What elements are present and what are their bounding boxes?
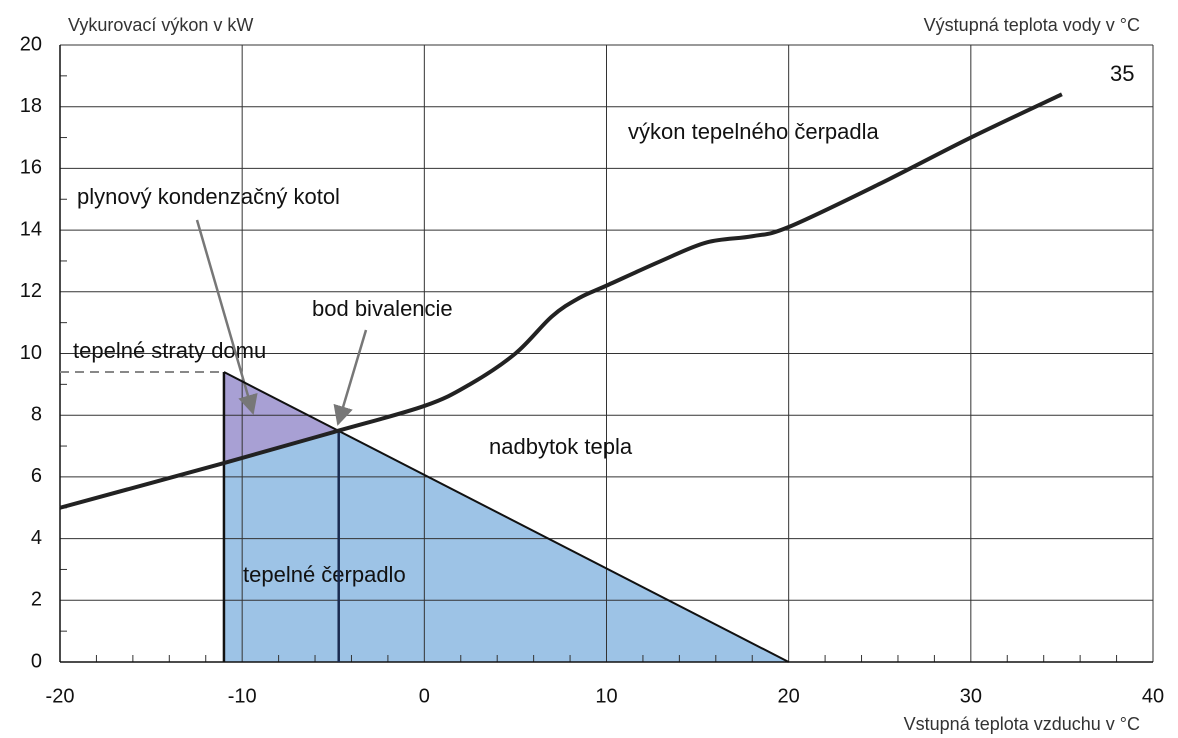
y2-axis-label: Výstupná teplota vody v °C bbox=[924, 15, 1140, 35]
y-tick-label: 6 bbox=[31, 465, 42, 487]
series-label: 35 bbox=[1110, 61, 1134, 86]
y-tick-label: 2 bbox=[31, 589, 42, 611]
y-tick-label: 14 bbox=[20, 218, 42, 240]
x-tick-label: -10 bbox=[228, 685, 257, 707]
y-axis-label: Vykurovací výkon v kW bbox=[68, 15, 253, 35]
line bbox=[223, 371, 790, 663]
annotation: plynový kondenzačný kotol bbox=[77, 184, 340, 209]
x-tick-label: 20 bbox=[778, 685, 800, 707]
y-tick-label: 20 bbox=[20, 33, 42, 55]
arrow bbox=[333, 329, 368, 426]
x-tick-label: 10 bbox=[595, 685, 617, 707]
line bbox=[59, 92, 1063, 510]
annotation: tepelné čerpadlo bbox=[243, 562, 406, 587]
x-axis-label: Vstupná teplota vzduchu v °C bbox=[904, 714, 1140, 734]
y-tick-label: 16 bbox=[20, 157, 42, 179]
y-tick-label: 0 bbox=[31, 650, 42, 672]
y-tick-label: 4 bbox=[31, 527, 42, 549]
y-tick-label: 8 bbox=[31, 403, 42, 425]
y-tick-label: 12 bbox=[20, 280, 42, 302]
annotation: nadbytok tepla bbox=[489, 434, 633, 459]
x-tick-label: 0 bbox=[419, 685, 430, 707]
x-tick-label: 30 bbox=[960, 685, 982, 707]
arrow bbox=[195, 219, 258, 415]
annotation: výkon tepelného čerpadla bbox=[628, 119, 879, 144]
x-tick-label: 40 bbox=[1142, 685, 1164, 707]
y-tick-label: 18 bbox=[20, 95, 42, 117]
x-tick-label: -20 bbox=[46, 685, 75, 707]
annotation: bod bivalencie bbox=[312, 296, 453, 321]
y-tick-label: 10 bbox=[20, 342, 42, 364]
area bbox=[223, 431, 789, 662]
